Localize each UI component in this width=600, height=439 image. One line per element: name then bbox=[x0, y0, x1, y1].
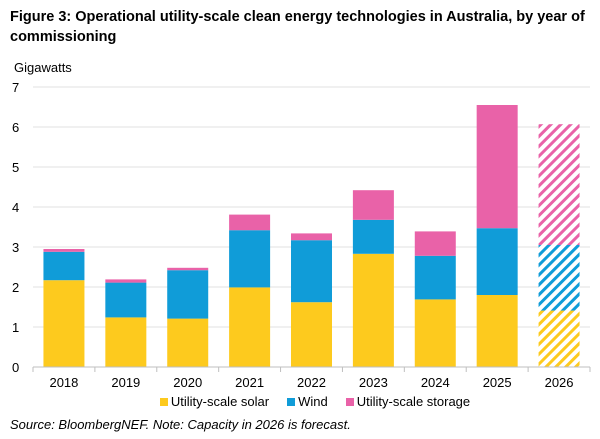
y-tick-label: 1 bbox=[12, 320, 19, 335]
y-tick-label: 7 bbox=[12, 80, 19, 95]
bar-utility-scale-solar-2022 bbox=[291, 302, 332, 367]
legend-swatch bbox=[287, 397, 296, 406]
x-tick-label: 2023 bbox=[359, 375, 388, 390]
bar-utility-scale-storage-2022 bbox=[291, 233, 332, 241]
legend-item: Wind bbox=[287, 394, 328, 409]
legend-label: Utility-scale solar bbox=[170, 394, 270, 409]
bar-wind-2020 bbox=[167, 270, 209, 319]
legend: Utility-scale solar Wind Utility-scale sto… bbox=[0, 394, 600, 409]
x-tick-label: 2025 bbox=[483, 375, 512, 390]
legend-swatch bbox=[159, 397, 168, 406]
y-tick-label: 3 bbox=[12, 240, 19, 255]
bar-utility-scale-storage-2021 bbox=[229, 214, 271, 231]
bar-utility-scale-storage-2026 bbox=[538, 124, 580, 245]
bar-wind-2025 bbox=[476, 228, 518, 295]
x-tick-label: 2024 bbox=[421, 375, 450, 390]
bar-utility-scale-solar-2023 bbox=[352, 253, 394, 367]
y-tick-label: 2 bbox=[12, 280, 19, 295]
x-tick-label: 2026 bbox=[545, 375, 574, 390]
bar-wind-2026 bbox=[538, 245, 580, 311]
bar-utility-scale-storage-2023 bbox=[352, 190, 394, 220]
figure-title: Figure 3: Operational utility-scale clea… bbox=[10, 9, 585, 45]
x-tick-label: 2019 bbox=[111, 375, 140, 390]
bar-utility-scale-solar-2018 bbox=[43, 280, 85, 367]
bar-wind-2023 bbox=[352, 219, 394, 254]
y-tick-label: 6 bbox=[12, 120, 19, 135]
bar-utility-scale-storage-2024 bbox=[414, 231, 456, 256]
y-axis-ticks: 0 1 2 3 4 5 6 7 bbox=[12, 80, 19, 375]
y-tick-label: 5 bbox=[12, 160, 19, 175]
x-tick-label: 2022 bbox=[297, 375, 326, 390]
legend-item: Utility-scale solar bbox=[159, 394, 270, 409]
bar-utility-scale-storage-2018 bbox=[43, 249, 85, 252]
source-note: Source: BloombergNEF. Note: Capacity in … bbox=[10, 417, 351, 432]
x-tick-label: 2020 bbox=[173, 375, 202, 390]
bar-wind-2018 bbox=[43, 251, 85, 281]
bar-utility-scale-storage-2019 bbox=[105, 279, 147, 283]
bar-utility-scale-solar-2025 bbox=[476, 295, 518, 367]
bar-wind-2019 bbox=[105, 282, 147, 318]
bar-wind-2022 bbox=[291, 240, 332, 303]
bar-utility-scale-storage-2020 bbox=[167, 267, 209, 271]
bar-utility-scale-solar-2024 bbox=[414, 299, 456, 367]
legend-label: Wind bbox=[298, 394, 328, 409]
x-tick-label: 2021 bbox=[235, 375, 264, 390]
bar-wind-2024 bbox=[414, 255, 456, 300]
x-tick-label: 2018 bbox=[49, 375, 78, 390]
bars bbox=[43, 105, 580, 367]
y-tick-label: 0 bbox=[12, 360, 19, 375]
legend-swatch bbox=[345, 397, 354, 406]
y-axis-label: Gigawatts bbox=[14, 60, 72, 75]
bar-utility-scale-solar-2026 bbox=[538, 310, 580, 367]
bar-utility-scale-solar-2019 bbox=[105, 317, 147, 367]
y-tick-label: 4 bbox=[12, 200, 19, 215]
bar-utility-scale-solar-2020 bbox=[167, 318, 209, 367]
bar-utility-scale-storage-2025 bbox=[476, 105, 518, 229]
legend-item: Utility-scale storage bbox=[345, 394, 471, 409]
legend-label: Utility-scale storage bbox=[356, 394, 471, 409]
x-axis: 2018 2019 2020 2021 2022 2023 2024 2025 2026 bbox=[32, 366, 591, 390]
bar-utility-scale-solar-2021 bbox=[229, 287, 271, 367]
bar-wind-2021 bbox=[229, 230, 271, 288]
